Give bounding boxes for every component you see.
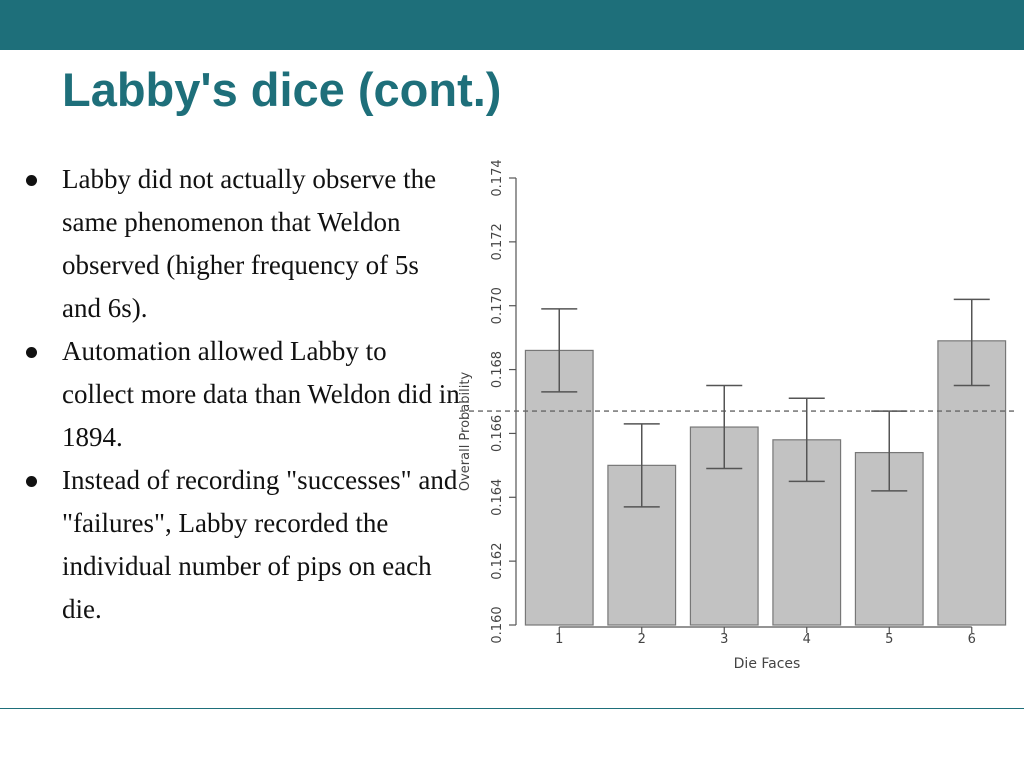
footer-divider (0, 708, 1024, 709)
bar (524, 349, 594, 626)
bullet-dot-icon (26, 347, 37, 358)
bullet-list: Labby did not actually observe the same … (24, 158, 464, 631)
bar-chart: 0.160 0.162 0.164 0.166 0.168 0.170 0.172 0.174… (458, 159, 1014, 672)
bar (937, 340, 1007, 626)
y-tick-label: 0.166 (490, 415, 505, 452)
x-tick-label: 4 (803, 632, 811, 647)
y-axis-label: Overall Probability (458, 372, 473, 492)
x-tick-label: 3 (720, 632, 728, 647)
y-tick-label: 0.174 (490, 159, 505, 196)
bullet-dot-icon (26, 175, 37, 186)
x-axis-label: Die Faces (734, 656, 801, 672)
bullet-item: Automation allowed Labby to collect more… (24, 330, 464, 459)
y-tick-label: 0.162 (490, 543, 505, 580)
bullet-text: Labby did not actually observe the same … (62, 164, 437, 323)
x-tick-label: 2 (638, 632, 646, 647)
bullet-item: Instead of recording "successes" and "fa… (24, 459, 464, 631)
y-tick-label: 0.164 (490, 479, 505, 516)
x-tick-label: 1 (555, 632, 563, 647)
bullet-item: Labby did not actually observe the same … (24, 158, 464, 330)
x-tick-label: 5 (885, 632, 893, 647)
y-tick-label: 0.160 (490, 606, 505, 643)
header-bar (0, 0, 1024, 50)
y-tick-label: 0.172 (490, 223, 505, 260)
y-tick-label: 0.168 (490, 351, 505, 388)
bullet-text: Automation allowed Labby to collect more… (62, 336, 460, 452)
y-tick-label: 0.170 (490, 287, 505, 324)
bullet-text: Instead of recording "successes" and "fa… (62, 465, 458, 624)
slide-title: Labby's dice (cont.) (62, 63, 502, 116)
x-tick-label: 6 (968, 632, 976, 647)
bullet-dot-icon (26, 476, 37, 487)
